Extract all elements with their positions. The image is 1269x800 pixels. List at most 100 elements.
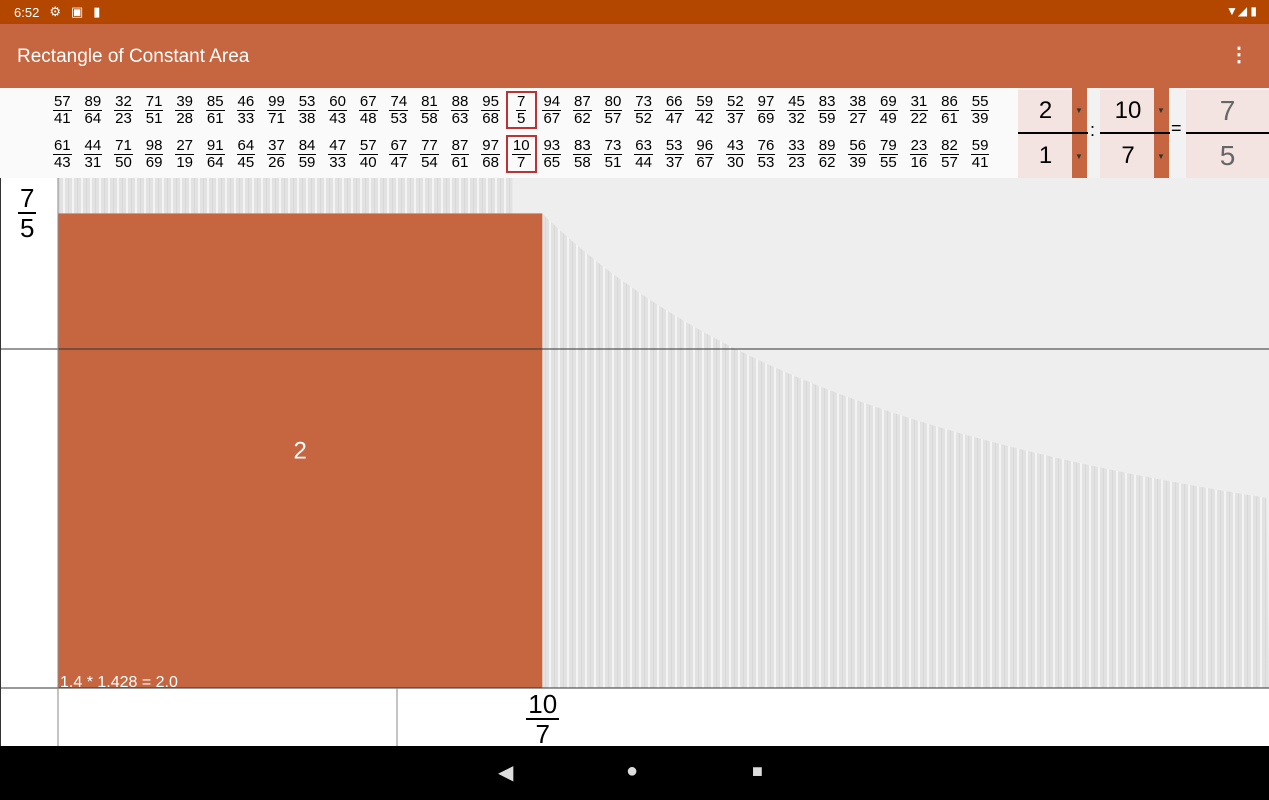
fraction-item[interactable]: 74 53 xyxy=(384,91,415,129)
area-label: 2 xyxy=(293,438,306,465)
fraction-item[interactable]: 87 61 xyxy=(445,135,476,173)
fraction-denominator: 32 xyxy=(788,109,805,127)
fraction-item[interactable]: 71 51 xyxy=(139,91,170,129)
fraction-item[interactable]: 57 41 xyxy=(47,91,78,129)
fraction-item[interactable]: 84 59 xyxy=(292,135,323,173)
fraction-item[interactable]: 89 62 xyxy=(812,135,843,173)
fraction-item[interactable]: 88 63 xyxy=(445,91,476,129)
fraction-numerator: 86 xyxy=(940,92,959,111)
fraction-item[interactable]: 10 7 xyxy=(505,135,537,173)
fraction-item[interactable]: 98 69 xyxy=(139,135,170,173)
fraction-item[interactable]: 59 41 xyxy=(965,135,996,173)
fraction-denominator: 57 xyxy=(941,153,958,171)
fraction-numerator: 47 xyxy=(328,136,347,155)
fraction-item[interactable]: 61 43 xyxy=(47,135,78,173)
fraction-item[interactable]: 97 68 xyxy=(475,135,506,173)
fraction-item[interactable]: 76 53 xyxy=(751,135,782,173)
area-denominator-select[interactable]: 1 xyxy=(1018,134,1073,178)
fraction-item[interactable]: 96 67 xyxy=(689,135,720,173)
ratio-controls: 2 1 ▼ ▼ : 10 7 ▼ ▼ = 7 5 xyxy=(1018,88,1269,178)
fraction-item[interactable]: 46 33 xyxy=(231,91,262,129)
fraction-item[interactable]: 89 64 xyxy=(78,91,109,129)
width-denominator-select[interactable]: 7 xyxy=(1100,134,1156,178)
fraction-item[interactable]: 45 32 xyxy=(781,91,812,129)
fraction-item[interactable]: 77 54 xyxy=(414,135,445,173)
fraction-denominator: 53 xyxy=(390,109,408,127)
back-button[interactable]: ◀ xyxy=(498,762,514,784)
fraction-numerator: 73 xyxy=(634,92,653,111)
fraction-item[interactable]: 73 52 xyxy=(628,91,659,129)
fraction-item[interactable]: 66 47 xyxy=(659,91,690,129)
fraction-item[interactable]: 60 43 xyxy=(322,91,353,129)
fraction-numerator: 53 xyxy=(664,136,684,155)
more-vert-icon[interactable]: ⋮ xyxy=(1229,44,1249,66)
fraction-denominator: 61 xyxy=(206,109,224,127)
fraction-numerator: 57 xyxy=(52,92,72,111)
fraction-item[interactable]: 52 37 xyxy=(720,91,751,129)
constant-area-rectangle[interactable] xyxy=(58,213,543,688)
fraction-item[interactable]: 43 30 xyxy=(720,135,751,173)
fraction-item[interactable]: 97 69 xyxy=(751,91,782,129)
fraction-item[interactable]: 53 37 xyxy=(659,135,690,173)
fraction-item[interactable]: 85 61 xyxy=(200,91,231,129)
fraction-item[interactable]: 69 49 xyxy=(873,91,904,129)
fraction-denominator: 5 xyxy=(517,109,526,127)
fraction-denominator: 33 xyxy=(329,153,346,171)
fraction-item[interactable]: 32 23 xyxy=(108,91,139,129)
fraction-item[interactable]: 93 65 xyxy=(537,135,568,173)
fraction-item[interactable]: 95 68 xyxy=(475,91,506,129)
fraction-item[interactable]: 37 26 xyxy=(261,135,292,173)
fraction-item[interactable]: 82 57 xyxy=(934,135,965,173)
fraction-denominator: 28 xyxy=(176,109,194,127)
fraction-item[interactable]: 87 62 xyxy=(567,91,598,129)
fraction-item[interactable]: 47 33 xyxy=(322,135,353,173)
equals: = xyxy=(1171,118,1182,138)
area-numerator-select[interactable]: 2 xyxy=(1018,90,1073,132)
fraction-item[interactable]: 27 19 xyxy=(169,135,200,173)
fraction-numerator: 94 xyxy=(542,92,562,111)
fraction-item[interactable]: 53 38 xyxy=(292,91,323,129)
fraction-item[interactable]: 59 42 xyxy=(689,91,720,129)
fraction-item[interactable]: 81 58 xyxy=(414,91,445,129)
fraction-denominator: 68 xyxy=(482,153,499,171)
fraction-item[interactable]: 73 51 xyxy=(598,135,629,173)
fraction-numerator: 88 xyxy=(450,92,470,111)
fraction-item[interactable]: 86 61 xyxy=(934,91,965,129)
fraction-denominator: 47 xyxy=(665,109,683,127)
fraction-item[interactable]: 44 31 xyxy=(78,135,109,173)
fraction-numerator: 95 xyxy=(481,92,500,111)
fraction-numerator: 85 xyxy=(205,92,225,111)
fraction-item[interactable]: 79 55 xyxy=(873,135,904,173)
fraction-numerator: 89 xyxy=(817,136,837,155)
fraction-item[interactable]: 57 40 xyxy=(353,135,384,173)
fraction-item[interactable]: 23 16 xyxy=(904,135,935,173)
fraction-numerator: 53 xyxy=(297,92,317,111)
fraction-denominator: 42 xyxy=(696,109,714,127)
fraction-numerator: 57 xyxy=(358,136,378,155)
fraction-item[interactable]: 71 50 xyxy=(108,135,139,173)
fraction-denominator: 67 xyxy=(696,153,714,171)
a-icon: ▣ xyxy=(70,4,84,19)
fraction-numerator: 44 xyxy=(83,136,103,155)
recents-button[interactable]: ■ xyxy=(752,761,763,781)
fraction-item[interactable]: 94 67 xyxy=(537,91,568,129)
width-numerator-select[interactable]: 10 xyxy=(1100,90,1156,132)
fraction-denominator: 16 xyxy=(910,153,928,171)
fraction-item[interactable]: 63 44 xyxy=(628,135,659,173)
fraction-item[interactable]: 99 71 xyxy=(261,91,292,129)
fraction-item[interactable]: 39 28 xyxy=(169,91,200,129)
fraction-item[interactable]: 31 22 xyxy=(904,91,935,129)
home-button[interactable]: ● xyxy=(626,760,639,782)
fraction-item[interactable]: 38 27 xyxy=(842,91,873,129)
fraction-item[interactable]: 33 23 xyxy=(781,135,812,173)
fraction-item[interactable]: 64 45 xyxy=(231,135,262,173)
fraction-item[interactable]: 91 64 xyxy=(200,135,231,173)
fraction-item[interactable]: 83 58 xyxy=(567,135,598,173)
fraction-item[interactable]: 56 39 xyxy=(842,135,873,173)
fraction-item[interactable]: 55 39 xyxy=(965,91,996,129)
fraction-item[interactable]: 67 48 xyxy=(353,91,384,129)
fraction-item[interactable]: 67 47 xyxy=(384,135,415,173)
fraction-item[interactable]: 80 57 xyxy=(598,91,629,129)
fraction-item[interactable]: 83 59 xyxy=(812,91,843,129)
